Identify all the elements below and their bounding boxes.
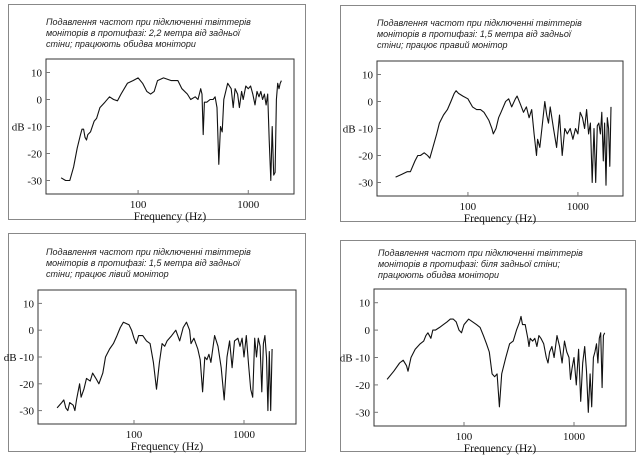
x-tick-label: 100 [126, 429, 143, 441]
y-tick-label: dB -10 [340, 353, 371, 365]
y-tick-label: 0 [365, 325, 371, 337]
chart-title-line: Подавлення частот при підключенні твітте… [377, 18, 582, 28]
y-tick-label: 0 [368, 97, 374, 109]
x-axis-label: Frequency (Hz) [131, 441, 204, 453]
chart-title-line: стіни; працюють обидва монітори [46, 39, 196, 49]
chart-panel-2: Подавлення частот при підключенні твітте… [340, 5, 636, 225]
y-tick-label: -30 [355, 407, 370, 419]
y-tick-label: -20 [358, 151, 373, 163]
chart-title-line: стіни; працює лівий монітор [46, 269, 169, 279]
chart-title-line: Подавлення частот при підключенні твітте… [378, 248, 583, 258]
frequency-response-line [386, 315, 606, 413]
y-tick-label: -20 [27, 149, 42, 161]
y-axis-label: dB [340, 353, 356, 365]
chart-title-line: моніторів в протифазі: 1,5 метра від зад… [377, 29, 572, 39]
x-tick-label: 1000 [233, 429, 256, 441]
x-axis-label: Frequency (Hz) [464, 443, 537, 455]
y-tick-value: -10 [355, 353, 370, 365]
y-tick-label: dB -10 [12, 122, 43, 134]
plot-area [376, 60, 624, 197]
y-tick-value: -10 [19, 352, 34, 364]
chart-2: Подавлення частот при підключенні твітте… [343, 18, 624, 225]
y-tick-label: -30 [19, 406, 34, 418]
chart-title-line: стіни; працює правий монітор [377, 40, 508, 50]
y-tick-value: -10 [27, 122, 42, 134]
y-tick-label: -20 [355, 380, 370, 392]
x-axis-label: Frequency (Hz) [134, 211, 207, 223]
plot-area [45, 58, 295, 195]
y-tick-label: -20 [19, 379, 34, 391]
y-tick-label: -30 [358, 178, 373, 190]
chart-title-line: Подавлення частот при підключенні твітте… [46, 17, 251, 27]
x-axis-label: Frequency (Hz) [464, 213, 537, 225]
y-axis-label: dB [12, 122, 28, 134]
chart-title-line: Подавлення частот при підключенні твітте… [46, 247, 251, 257]
x-tick-label: 100 [456, 431, 473, 443]
y-tick-label: 10 [31, 68, 43, 80]
plot-area [37, 289, 297, 425]
chart-4: Подавлення частот при підключенні твітте… [340, 248, 627, 455]
x-tick-label: 1000 [237, 199, 260, 211]
y-tick-label: 0 [37, 95, 43, 107]
chart-1: Подавлення частот при підключенні твітте… [12, 17, 295, 223]
chart-panel-1: Подавлення частот при підключенні твітте… [8, 4, 306, 223]
y-tick-label: dB -10 [4, 352, 35, 364]
y-axis-label: dB [343, 124, 359, 136]
x-tick-label: 100 [460, 201, 477, 213]
y-tick-value: -10 [358, 124, 373, 136]
x-tick-label: 1000 [567, 201, 590, 213]
chart-title-line: моніторів в протифазі: 2,2 метра від зад… [46, 28, 241, 38]
chart-panel-3: Подавлення частот при підключенні твітте… [4, 233, 306, 453]
x-tick-label: 100 [130, 199, 147, 211]
y-tick-label: 10 [359, 298, 371, 310]
chart-panel-4: Подавлення частот при підключенні твітте… [340, 240, 636, 455]
frequency-response-line [395, 90, 612, 186]
frequency-response-line [60, 77, 282, 182]
y-tick-label: 10 [23, 298, 35, 310]
y-tick-label: -30 [27, 176, 42, 188]
chart-3: Подавлення частот при підключенні твітте… [4, 247, 297, 453]
x-tick-label: 1000 [563, 431, 586, 443]
chart-title-line: працюють обидва монітори [378, 270, 499, 280]
y-tick-label: dB -10 [343, 124, 374, 136]
frequency-response-line [56, 321, 273, 412]
chart-title-line: моніторів в протифазі: біля задньої стін… [378, 259, 561, 269]
y-axis-label: dB [4, 352, 20, 364]
chart-title-line: моніторів в протифазі: 1,5 метра від зад… [46, 258, 241, 268]
y-tick-label: 0 [29, 325, 35, 337]
y-tick-label: 10 [362, 70, 374, 82]
